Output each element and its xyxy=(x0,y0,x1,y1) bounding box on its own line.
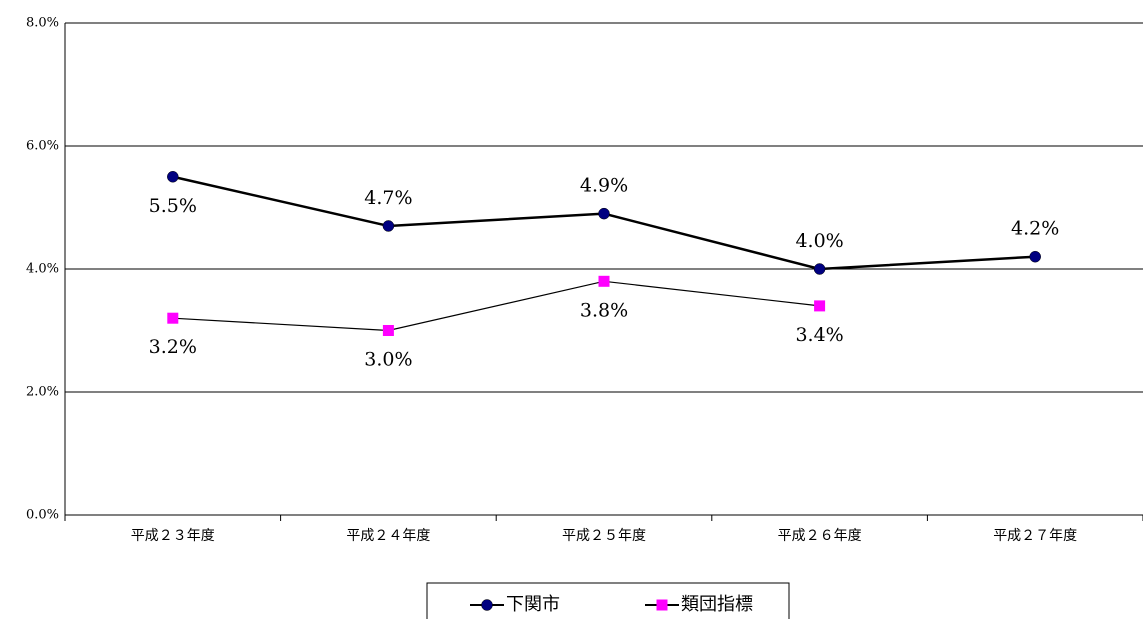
x-tick-label: 平成２３年度 xyxy=(131,528,215,544)
series-line xyxy=(172,280,820,332)
legend-marker xyxy=(481,599,493,611)
data-point xyxy=(814,300,826,312)
data-label: 4.9% xyxy=(580,175,628,197)
legend-marker xyxy=(656,599,668,611)
data-point xyxy=(1029,250,1041,263)
data-point xyxy=(382,325,394,336)
y-tick-label: 4.0% xyxy=(26,262,59,277)
legend-label: 類団指標 xyxy=(681,594,753,615)
data-label: 3.8% xyxy=(580,299,628,321)
y-tick-label: 6.0% xyxy=(26,139,59,154)
x-tick-label: 平成２６年度 xyxy=(778,528,862,544)
x-tick-label: 平成２４年度 xyxy=(346,528,430,544)
x-tick-label: 平成２７年度 xyxy=(993,528,1077,544)
legend-label: 下関市 xyxy=(506,594,560,615)
data-label: 4.0% xyxy=(795,230,843,252)
y-tick-label: 8.0% xyxy=(26,16,59,31)
data-point xyxy=(167,312,179,324)
data-label: 3.4% xyxy=(795,324,843,346)
data-point xyxy=(813,263,826,275)
y-tick-label: 0.0% xyxy=(26,508,59,523)
legend-box xyxy=(426,582,790,619)
y-tick-label: 2.0% xyxy=(26,385,59,400)
data-label: 3.0% xyxy=(364,349,412,371)
data-label: 4.2% xyxy=(1011,218,1059,240)
data-label: 4.7% xyxy=(364,187,412,209)
data-point xyxy=(598,275,610,287)
x-tick-label: 平成２５年度 xyxy=(562,528,646,544)
data-label: 5.5% xyxy=(149,195,197,217)
data-label: 3.2% xyxy=(149,336,197,358)
data-point xyxy=(167,171,179,183)
data-point xyxy=(382,220,395,232)
data-point xyxy=(598,207,610,220)
